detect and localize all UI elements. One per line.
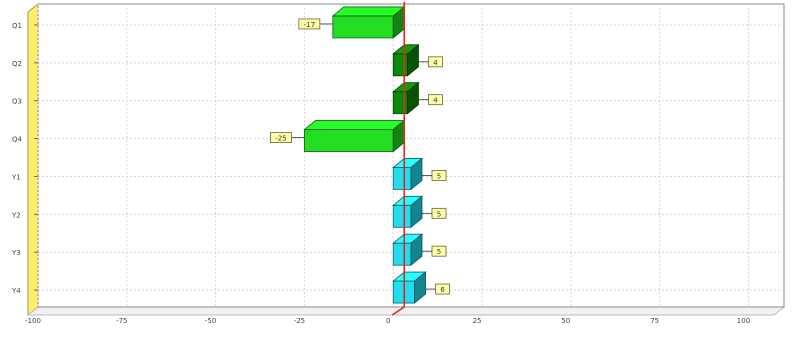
- y-tick-label: Y2: [11, 211, 21, 219]
- bar-side-face: [410, 233, 423, 267]
- data-labels: -17 4 4 -25 5 5 5 6: [270, 18, 450, 295]
- data-label-box: [431, 170, 447, 181]
- data-label: 5: [437, 248, 441, 256]
- x-tick-label: -25: [294, 317, 305, 325]
- bar-side-face: [407, 43, 419, 77]
- bar: [332, 15, 394, 39]
- bar-side-face: [410, 195, 423, 229]
- bar: [392, 204, 412, 228]
- data-label: -25: [275, 135, 286, 143]
- y-tick-label: Y3: [11, 249, 21, 257]
- x-tick-label: 100: [737, 317, 750, 325]
- bar: [392, 167, 412, 190]
- x-tick-label: 75: [650, 317, 659, 325]
- x-tick-label: 25: [473, 317, 482, 325]
- side-wall-panel: [27, 2, 39, 317]
- x-tick-label: -75: [116, 317, 127, 325]
- zero-reference-line-base: [391, 306, 405, 316]
- data-label-box: [428, 94, 443, 106]
- y-tick-label: Y4: [11, 287, 21, 295]
- bar: [392, 91, 408, 115]
- bar-side-face: [410, 157, 423, 191]
- bar-top-face: [303, 120, 406, 130]
- data-label-box: [270, 132, 292, 143]
- data-label-box: [431, 245, 447, 257]
- floor-panel: [26, 306, 786, 316]
- x-tick-label: -50: [205, 317, 216, 325]
- bar-top-face: [331, 6, 406, 17]
- bar: [304, 129, 394, 152]
- data-label-box: [431, 207, 447, 219]
- bar: [392, 242, 412, 266]
- data-label: 4: [433, 59, 438, 67]
- x-tick-label: -100: [25, 317, 41, 325]
- data-label: 5: [437, 172, 441, 180]
- data-label: 5: [437, 210, 441, 218]
- y-tick-label: Q1: [12, 22, 22, 30]
- y-tick-labels: Q1 Q2 Q3 Q4 Y1 Y2 Y3 Y4: [11, 22, 23, 295]
- data-label-box: [298, 18, 321, 30]
- bar: [392, 53, 408, 77]
- x-tick-label: 50: [561, 317, 570, 325]
- data-label-box: [435, 283, 450, 295]
- zero-line: [391, 2, 406, 316]
- y-tick-label: Q4: [12, 136, 23, 144]
- data-label: 4: [433, 97, 438, 105]
- y-tick-label: Y1: [11, 173, 21, 181]
- data-label: 6: [440, 286, 445, 294]
- data-label-box: [428, 56, 443, 68]
- bar-side-face: [407, 81, 419, 115]
- y-tick-label: Q2: [12, 60, 22, 68]
- x-tick-label: 0: [386, 317, 390, 325]
- x-tick-labels: -100 -75 -50 -25 0 25 50 75 100: [25, 317, 750, 325]
- data-label: -17: [304, 21, 315, 29]
- y-tick-label: Q3: [12, 98, 22, 106]
- bar-side-face: [414, 271, 426, 304]
